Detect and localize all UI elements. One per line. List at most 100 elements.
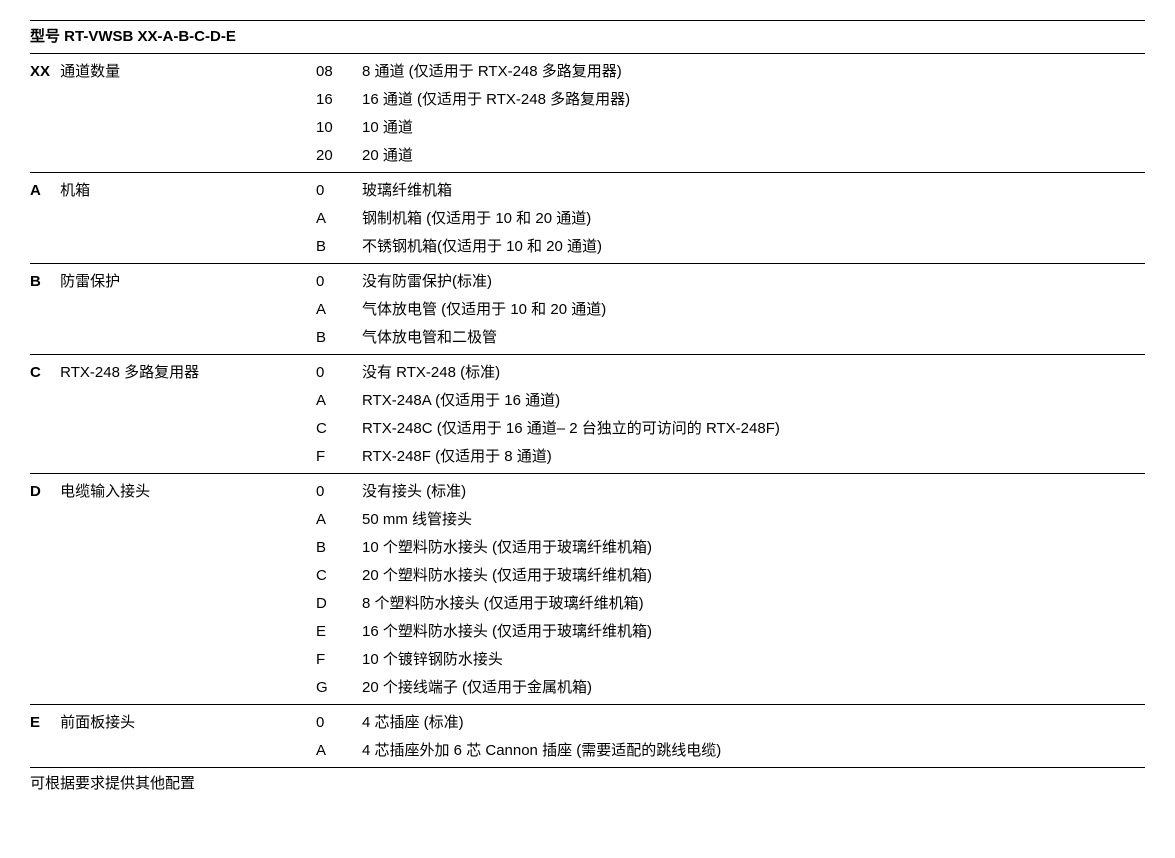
param-cell — [30, 590, 316, 618]
param-cell — [30, 534, 316, 562]
table-row: CRTX-248C (仅适用于 16 通道– 2 台独立的可访问的 RTX-24… — [30, 415, 1145, 443]
option-desc: RTX-248F (仅适用于 8 通道) — [362, 443, 1145, 474]
option-code: B — [316, 324, 362, 355]
param-code: B — [30, 270, 56, 294]
param-cell — [30, 114, 316, 142]
option-desc: 没有防雷保护(标准) — [362, 264, 1145, 297]
param-label: 通道数量 — [56, 63, 120, 80]
table-row: A50 mm 线管接头 — [30, 506, 1145, 534]
table-row: ARTX-248A (仅适用于 16 通道) — [30, 387, 1145, 415]
option-code: 0 — [316, 264, 362, 297]
param-cell — [30, 443, 316, 474]
option-code: A — [316, 387, 362, 415]
table-row: E16 个塑料防水接头 (仅适用于玻璃纤维机箱) — [30, 618, 1145, 646]
option-desc: 20 通道 — [362, 142, 1145, 173]
option-code: A — [316, 737, 362, 768]
option-code: 0 — [316, 173, 362, 206]
option-desc: 气体放电管 (仅适用于 10 和 20 通道) — [362, 296, 1145, 324]
option-desc: 10 通道 — [362, 114, 1145, 142]
option-desc: 钢制机箱 (仅适用于 10 和 20 通道) — [362, 205, 1145, 233]
option-code: F — [316, 646, 362, 674]
param-label: 防雷保护 — [56, 273, 120, 290]
option-code: 0 — [316, 355, 362, 388]
option-desc: 玻璃纤维机箱 — [362, 173, 1145, 206]
table-row: D 电缆输入接头 0没有接头 (标准) — [30, 474, 1145, 507]
table-row: B10 个塑料防水接头 (仅适用于玻璃纤维机箱) — [30, 534, 1145, 562]
option-code: 0 — [316, 705, 362, 738]
param-cell — [30, 415, 316, 443]
option-desc: 50 mm 线管接头 — [362, 506, 1145, 534]
option-desc: 8 通道 (仅适用于 RTX-248 多路复用器) — [362, 54, 1145, 87]
option-code: 0 — [316, 474, 362, 507]
option-code: 16 — [316, 86, 362, 114]
table-row: F10 个镀锌钢防水接头 — [30, 646, 1145, 674]
table-row: A钢制机箱 (仅适用于 10 和 20 通道) — [30, 205, 1145, 233]
table-row: B 防雷保护0没有防雷保护(标准) — [30, 264, 1145, 297]
param-cell — [30, 205, 316, 233]
param-label: 电缆输入接头 — [56, 483, 150, 500]
option-code: 20 — [316, 142, 362, 173]
option-desc: 8 个塑料防水接头 (仅适用于玻璃纤维机箱) — [362, 590, 1145, 618]
footer-note: 可根据要求提供其他配置 — [30, 768, 1145, 793]
option-desc: 气体放电管和二极管 — [362, 324, 1145, 355]
param-cell — [30, 233, 316, 264]
table-row: A气体放电管 (仅适用于 10 和 20 通道) — [30, 296, 1145, 324]
param-code: D — [30, 480, 56, 504]
table-row: E 前面板接头04 芯插座 (标准) — [30, 705, 1145, 738]
param-code: E — [30, 711, 56, 735]
param-cell — [30, 674, 316, 705]
table-row: C20 个塑料防水接头 (仅适用于玻璃纤维机箱) — [30, 562, 1145, 590]
spec-table: 型号 RT-VWSB XX-A-B-C-D-EXX 通道数量088 通道 (仅适… — [30, 20, 1145, 768]
option-desc: 没有 RTX-248 (标准) — [362, 355, 1145, 388]
table-row: D8 个塑料防水接头 (仅适用于玻璃纤维机箱) — [30, 590, 1145, 618]
table-row: G20 个接线端子 (仅适用于金属机箱) — [30, 674, 1145, 705]
option-desc: 20 个塑料防水接头 (仅适用于玻璃纤维机箱) — [362, 562, 1145, 590]
param-cell — [30, 562, 316, 590]
option-desc: 没有接头 (标准) — [362, 474, 1145, 507]
option-desc: 16 个塑料防水接头 (仅适用于玻璃纤维机箱) — [362, 618, 1145, 646]
option-code: F — [316, 443, 362, 474]
param-code: XX — [30, 60, 56, 84]
option-code: E — [316, 618, 362, 646]
param-label: 前面板接头 — [56, 714, 135, 731]
option-code: A — [316, 506, 362, 534]
option-code: B — [316, 233, 362, 264]
option-desc: 不锈钢机箱(仅适用于 10 和 20 通道) — [362, 233, 1145, 264]
param-cell: B 防雷保护 — [30, 264, 316, 297]
option-code: 10 — [316, 114, 362, 142]
param-cell: E 前面板接头 — [30, 705, 316, 738]
param-cell — [30, 387, 316, 415]
option-desc: 4 芯插座外加 6 芯 Cannon 插座 (需要适配的跳线电缆) — [362, 737, 1145, 768]
param-cell — [30, 142, 316, 173]
param-cell — [30, 506, 316, 534]
option-desc: RTX-248C (仅适用于 16 通道– 2 台独立的可访问的 RTX-248… — [362, 415, 1145, 443]
param-cell: XX 通道数量 — [30, 54, 316, 87]
option-code: G — [316, 674, 362, 705]
param-code: C — [30, 361, 56, 385]
param-cell — [30, 618, 316, 646]
option-desc: 10 个塑料防水接头 (仅适用于玻璃纤维机箱) — [362, 534, 1145, 562]
table-row: 2020 通道 — [30, 142, 1145, 173]
option-desc: 10 个镀锌钢防水接头 — [362, 646, 1145, 674]
table-row: A4 芯插座外加 6 芯 Cannon 插座 (需要适配的跳线电缆) — [30, 737, 1145, 768]
table-row: FRTX-248F (仅适用于 8 通道) — [30, 443, 1145, 474]
param-code: A — [30, 179, 56, 203]
param-cell: C RTX-248 多路复用器 — [30, 355, 316, 388]
param-label: RTX-248 多路复用器 — [56, 364, 199, 381]
option-code: A — [316, 205, 362, 233]
option-desc: RTX-248A (仅适用于 16 通道) — [362, 387, 1145, 415]
param-cell — [30, 737, 316, 768]
option-desc: 20 个接线端子 (仅适用于金属机箱) — [362, 674, 1145, 705]
option-code: 08 — [316, 54, 362, 87]
param-cell — [30, 86, 316, 114]
option-code: C — [316, 415, 362, 443]
option-code: A — [316, 296, 362, 324]
table-row: C RTX-248 多路复用器0没有 RTX-248 (标准) — [30, 355, 1145, 388]
param-cell — [30, 296, 316, 324]
param-label: 机箱 — [56, 182, 90, 199]
option-code: D — [316, 590, 362, 618]
param-cell — [30, 646, 316, 674]
table-row: 1010 通道 — [30, 114, 1145, 142]
option-code: B — [316, 534, 362, 562]
table-row: B气体放电管和二极管 — [30, 324, 1145, 355]
